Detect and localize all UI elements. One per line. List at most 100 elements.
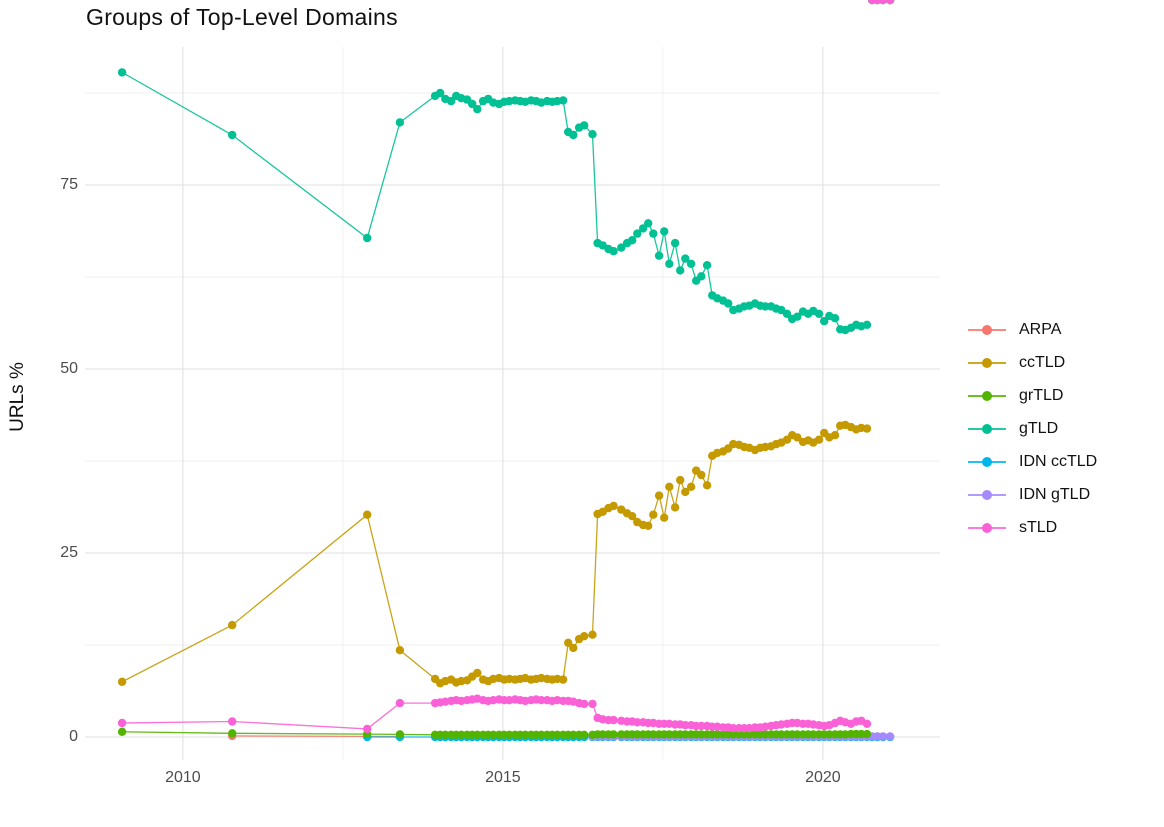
data-point [588, 699, 597, 709]
data-point [633, 229, 642, 238]
x-tick-label-2010: 2010 [165, 769, 201, 786]
data-point [117, 727, 127, 736]
data-point [363, 510, 372, 519]
data-point [878, 0, 888, 5]
legend-label: ccTLD [1019, 353, 1066, 371]
data-point [553, 730, 562, 739]
data-point [569, 643, 578, 653]
legend-label: ARPA [1019, 320, 1062, 338]
series-line [121, 71, 868, 331]
data-point [686, 259, 696, 268]
data-point [862, 719, 872, 728]
data-point [830, 431, 840, 440]
data-point [558, 675, 568, 684]
legend-item-idn-cctld: IDN ccTLD [968, 445, 1097, 478]
data-point [228, 729, 237, 738]
series-gtld [117, 0, 895, 335]
legend-key-icon [968, 322, 1006, 338]
legend-key-icon [968, 454, 1006, 470]
data-point [681, 487, 690, 497]
data-point [436, 88, 445, 98]
legend-label: IDN gTLD [1019, 485, 1091, 503]
legend-key-icon [968, 355, 1006, 371]
data-point [395, 698, 405, 708]
data-point [697, 470, 706, 480]
data-point [117, 718, 127, 728]
gridlines-minor [85, 47, 940, 760]
data-point [628, 512, 637, 521]
data-point [537, 696, 546, 705]
y-tick-label-25: 25 [60, 544, 78, 561]
data-point [702, 481, 712, 490]
data-point [681, 730, 690, 739]
data-point [363, 724, 372, 734]
legend-label: gTLD [1019, 419, 1059, 437]
data-point [697, 730, 706, 739]
data-point [676, 266, 685, 275]
data-point [521, 730, 530, 739]
data-point [633, 730, 642, 739]
data-point [814, 435, 824, 444]
y-tick-label-75: 75 [60, 176, 78, 193]
legend-item-arpa: ARPA [968, 313, 1097, 346]
data-point [862, 320, 872, 329]
data-point [649, 730, 658, 739]
data-point [363, 233, 372, 243]
data-point [564, 638, 573, 647]
y-tick-label-0: 0 [69, 728, 78, 745]
data-point [638, 224, 648, 233]
data-point [580, 121, 589, 130]
data-point [558, 96, 568, 105]
legend-key-icon [968, 487, 1006, 503]
data-point [665, 259, 674, 268]
data-point [830, 314, 840, 323]
data-point [885, 732, 895, 741]
data-point [569, 130, 578, 140]
series-line [121, 424, 868, 685]
legend-item-grtld: grTLD [968, 379, 1097, 412]
legend-key-icon [968, 388, 1006, 404]
data-point [580, 632, 589, 641]
data-point [228, 130, 237, 140]
data-point [654, 491, 664, 500]
data-point [228, 717, 237, 726]
data-point [713, 730, 722, 739]
data-point [473, 668, 482, 678]
data-point [814, 309, 824, 318]
data-point [724, 299, 733, 308]
data-point [395, 730, 405, 739]
series-stld [117, 0, 895, 734]
data-point [862, 729, 872, 739]
legend-label: grTLD [1019, 386, 1064, 404]
data-point [793, 312, 802, 321]
data-point [457, 730, 466, 739]
legend-item-cctld: ccTLD [968, 346, 1097, 379]
data-point [505, 730, 514, 739]
data-point [649, 510, 658, 519]
data-point [633, 718, 642, 727]
data-point [569, 730, 578, 739]
data-point [473, 730, 482, 739]
data-point [665, 730, 674, 739]
chart-title: Groups of Top-Level Domains [86, 4, 398, 30]
data-point [681, 254, 690, 263]
data-point [644, 219, 653, 228]
data-point [644, 521, 653, 530]
legend: ARPA ccTLD grTLD gTLD IDN ccTLD IDN gTLD sTLD [968, 313, 1097, 544]
x-tick-label-2020: 2020 [805, 769, 841, 786]
data-point [628, 236, 637, 245]
data-point [654, 251, 664, 260]
data-point [670, 503, 680, 512]
data-point [660, 227, 669, 236]
data-point [660, 513, 669, 522]
data-point [878, 732, 888, 741]
data-point [395, 646, 405, 655]
data-point [609, 715, 618, 725]
data-point [676, 475, 685, 485]
data-point [441, 730, 450, 739]
data-point [686, 482, 696, 491]
data-point [697, 721, 706, 731]
data-point [468, 99, 477, 109]
